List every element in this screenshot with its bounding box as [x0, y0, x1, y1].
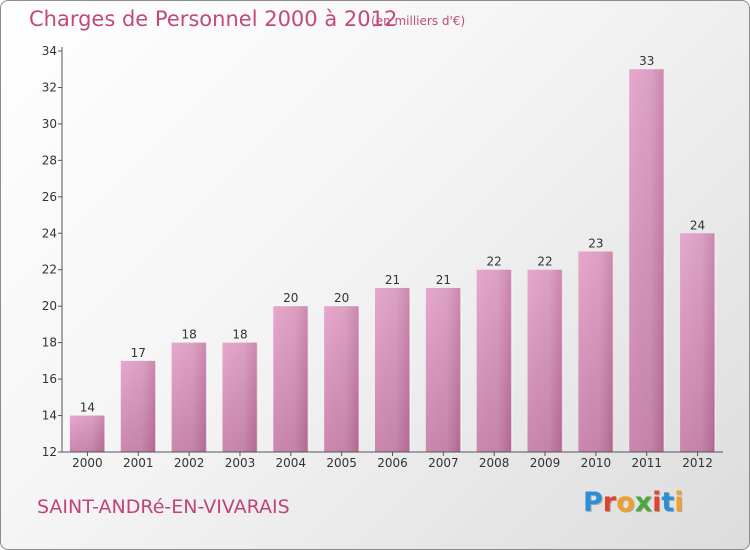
bar-value-label: 18: [181, 328, 196, 342]
x-tick-label: 2012: [682, 456, 713, 470]
bar-highlight: [680, 233, 716, 452]
logo-letter: i: [674, 487, 684, 518]
y-tick-label: 34: [42, 44, 57, 58]
bar-highlight: [222, 342, 258, 452]
bar-value-label: 21: [385, 273, 400, 287]
x-tick-label: 2002: [174, 456, 205, 470]
y-tick-label: 30: [42, 117, 57, 131]
logo-letter: r: [602, 487, 617, 518]
y-tick-label: 32: [42, 80, 57, 94]
bar-highlight: [120, 360, 156, 452]
logo-letter: P: [583, 487, 603, 518]
chart-title: Charges de Personnel 2000 à 2012: [29, 7, 398, 31]
x-tick-label: 2007: [428, 456, 459, 470]
logo-letter: i: [652, 487, 662, 518]
bar-value-label: 22: [487, 255, 502, 269]
chart-subtitle: (en milliers d'€): [371, 14, 466, 28]
bar-value-label: 23: [588, 237, 603, 251]
bar-value-label: 20: [334, 291, 349, 305]
bar-highlight: [171, 342, 207, 452]
bar-value-label: 20: [283, 291, 298, 305]
y-tick-label: 20: [42, 299, 57, 313]
x-tick-label: 2004: [276, 456, 307, 470]
bar-value-label: 33: [639, 54, 654, 68]
bar-highlight: [375, 287, 410, 452]
y-tick-label: 14: [42, 409, 57, 423]
bar-value-label: 17: [131, 346, 146, 360]
x-tick-label: 2009: [530, 456, 561, 470]
bar-value-label: 18: [232, 328, 247, 342]
proxiti-logo: Proxiti: [583, 487, 684, 518]
y-tick-label: 26: [42, 190, 57, 204]
bar-highlight: [69, 415, 105, 452]
logo-letter: o: [616, 487, 635, 518]
x-tick-label: 2010: [581, 456, 612, 470]
x-tick-label: 2008: [479, 456, 510, 470]
bar-highlight: [629, 69, 665, 453]
logo-letter: x: [634, 487, 653, 518]
bar-value-label: 14: [80, 401, 95, 415]
x-tick-label: 2005: [326, 456, 357, 470]
y-tick-label: 28: [42, 153, 57, 167]
town-name: SAINT-ANDRé-EN-VIVARAIS: [37, 496, 290, 518]
y-tick-label: 22: [42, 263, 57, 277]
logo-letter: t: [661, 487, 675, 518]
bar-value-label: 24: [690, 218, 705, 232]
bar-highlight: [324, 306, 360, 452]
y-tick-label: 18: [42, 336, 57, 350]
x-tick-label: 2006: [377, 456, 408, 470]
y-tick-label: 16: [42, 372, 57, 386]
x-tick-label: 2011: [631, 456, 662, 470]
x-tick-label: 2003: [225, 456, 256, 470]
bar-highlight: [578, 251, 614, 452]
bar-highlight: [527, 269, 563, 452]
bar-value-label: 22: [537, 255, 552, 269]
x-tick-label: 2000: [72, 456, 103, 470]
y-tick-label: 12: [42, 445, 57, 459]
bar-highlight: [425, 287, 461, 452]
y-tick-label: 24: [42, 226, 57, 240]
bar-highlight: [476, 269, 512, 452]
bar-value-label: 21: [436, 273, 451, 287]
bar-highlight: [273, 306, 309, 452]
x-tick-label: 2001: [123, 456, 154, 470]
